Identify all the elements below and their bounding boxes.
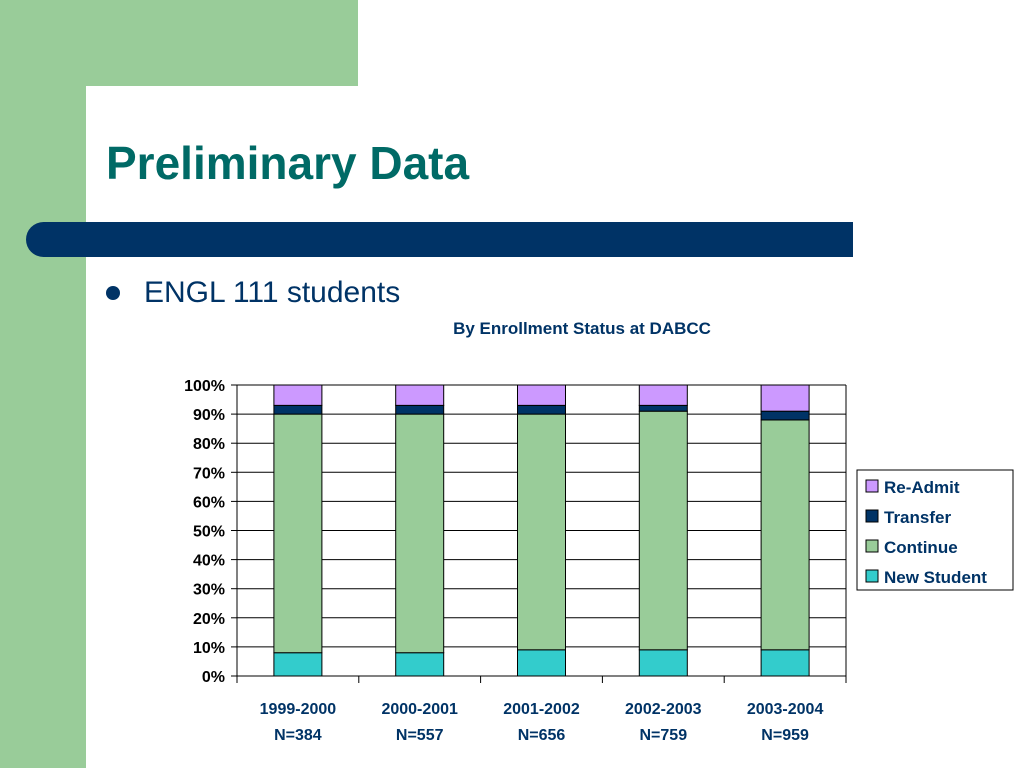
y-tick-label: 40% bbox=[193, 553, 225, 570]
legend-swatch bbox=[865, 479, 879, 493]
y-tick-label: 10% bbox=[193, 640, 225, 657]
legend-swatch bbox=[865, 569, 879, 583]
legend-swatch bbox=[865, 509, 879, 523]
y-tick-label: 20% bbox=[193, 611, 225, 628]
chart-title: By Enrollment Status at DABCC bbox=[453, 319, 711, 338]
x-tick-sublabel: N=959 bbox=[761, 727, 809, 744]
bar-segment-new-student bbox=[273, 652, 323, 677]
bullet-dot-icon bbox=[106, 286, 120, 300]
bar-segment-transfer bbox=[395, 404, 445, 415]
bar-segment-re-admit bbox=[273, 384, 323, 406]
legend-label: Continue bbox=[884, 538, 958, 557]
y-tick-label: 100% bbox=[184, 378, 225, 395]
bar-segment-new-student bbox=[395, 652, 445, 677]
bar-segment-new-student bbox=[760, 649, 810, 677]
x-tick-label: 2001-2002 bbox=[503, 701, 580, 718]
bar-segment-new-student bbox=[638, 649, 688, 677]
x-tick-label: 1999-2000 bbox=[260, 701, 337, 718]
legend-label: New Student bbox=[884, 568, 987, 587]
bullet-text: ENGL 111 students bbox=[144, 276, 401, 309]
decorative-corner-curve bbox=[86, 86, 166, 166]
bar-segment-continue bbox=[273, 413, 323, 654]
bar-segment-re-admit bbox=[760, 384, 810, 412]
y-tick-label: 80% bbox=[193, 436, 225, 453]
x-tick-sublabel: N=384 bbox=[274, 727, 322, 744]
bar-segment-transfer bbox=[273, 404, 323, 415]
x-tick-label: 2003-2004 bbox=[747, 701, 824, 718]
y-tick-label: 0% bbox=[202, 669, 225, 686]
x-tick-sublabel: N=759 bbox=[640, 727, 688, 744]
bar-segment-transfer bbox=[517, 404, 566, 415]
legend-box bbox=[856, 469, 1014, 591]
bar-segment-continue bbox=[760, 419, 810, 651]
bar-segment-re-admit bbox=[395, 384, 445, 406]
bar-segment-continue bbox=[517, 413, 566, 651]
legend-swatch bbox=[865, 539, 879, 553]
decorative-green-band-left bbox=[0, 0, 86, 768]
bar-segment-re-admit bbox=[517, 384, 566, 406]
y-tick-label: 70% bbox=[193, 465, 225, 482]
x-tick-sublabel: N=656 bbox=[518, 727, 566, 744]
legend-label: Transfer bbox=[884, 508, 951, 527]
title-underline-bar bbox=[26, 222, 853, 257]
decorative-green-band-top bbox=[0, 0, 358, 86]
bar-segment-transfer bbox=[760, 410, 810, 421]
bar-segment-new-student bbox=[517, 649, 566, 677]
legend: Re-Admit Transfer Continue New Student bbox=[856, 469, 1014, 591]
bar-segment-transfer bbox=[638, 404, 688, 412]
y-tick-label: 30% bbox=[193, 582, 225, 599]
y-tick-label: 50% bbox=[193, 524, 225, 541]
x-tick-label: 2002-2003 bbox=[625, 701, 702, 718]
slide-title: Preliminary Data bbox=[106, 137, 470, 189]
x-tick-sublabel: N=557 bbox=[396, 727, 444, 744]
legend-label: Re-Admit bbox=[884, 478, 960, 497]
bar-segment-continue bbox=[638, 410, 688, 651]
bar-segment-re-admit bbox=[638, 384, 688, 406]
y-tick-label: 60% bbox=[193, 494, 225, 511]
x-tick-label: 2000-2001 bbox=[381, 701, 458, 718]
y-tick-label: 90% bbox=[193, 407, 225, 424]
bar-segment-continue bbox=[395, 413, 445, 654]
plot-area: 0% 10% 20% 30% 40% 50% 60% 70% 80% 90% 100% 1999-20… bbox=[184, 378, 847, 744]
